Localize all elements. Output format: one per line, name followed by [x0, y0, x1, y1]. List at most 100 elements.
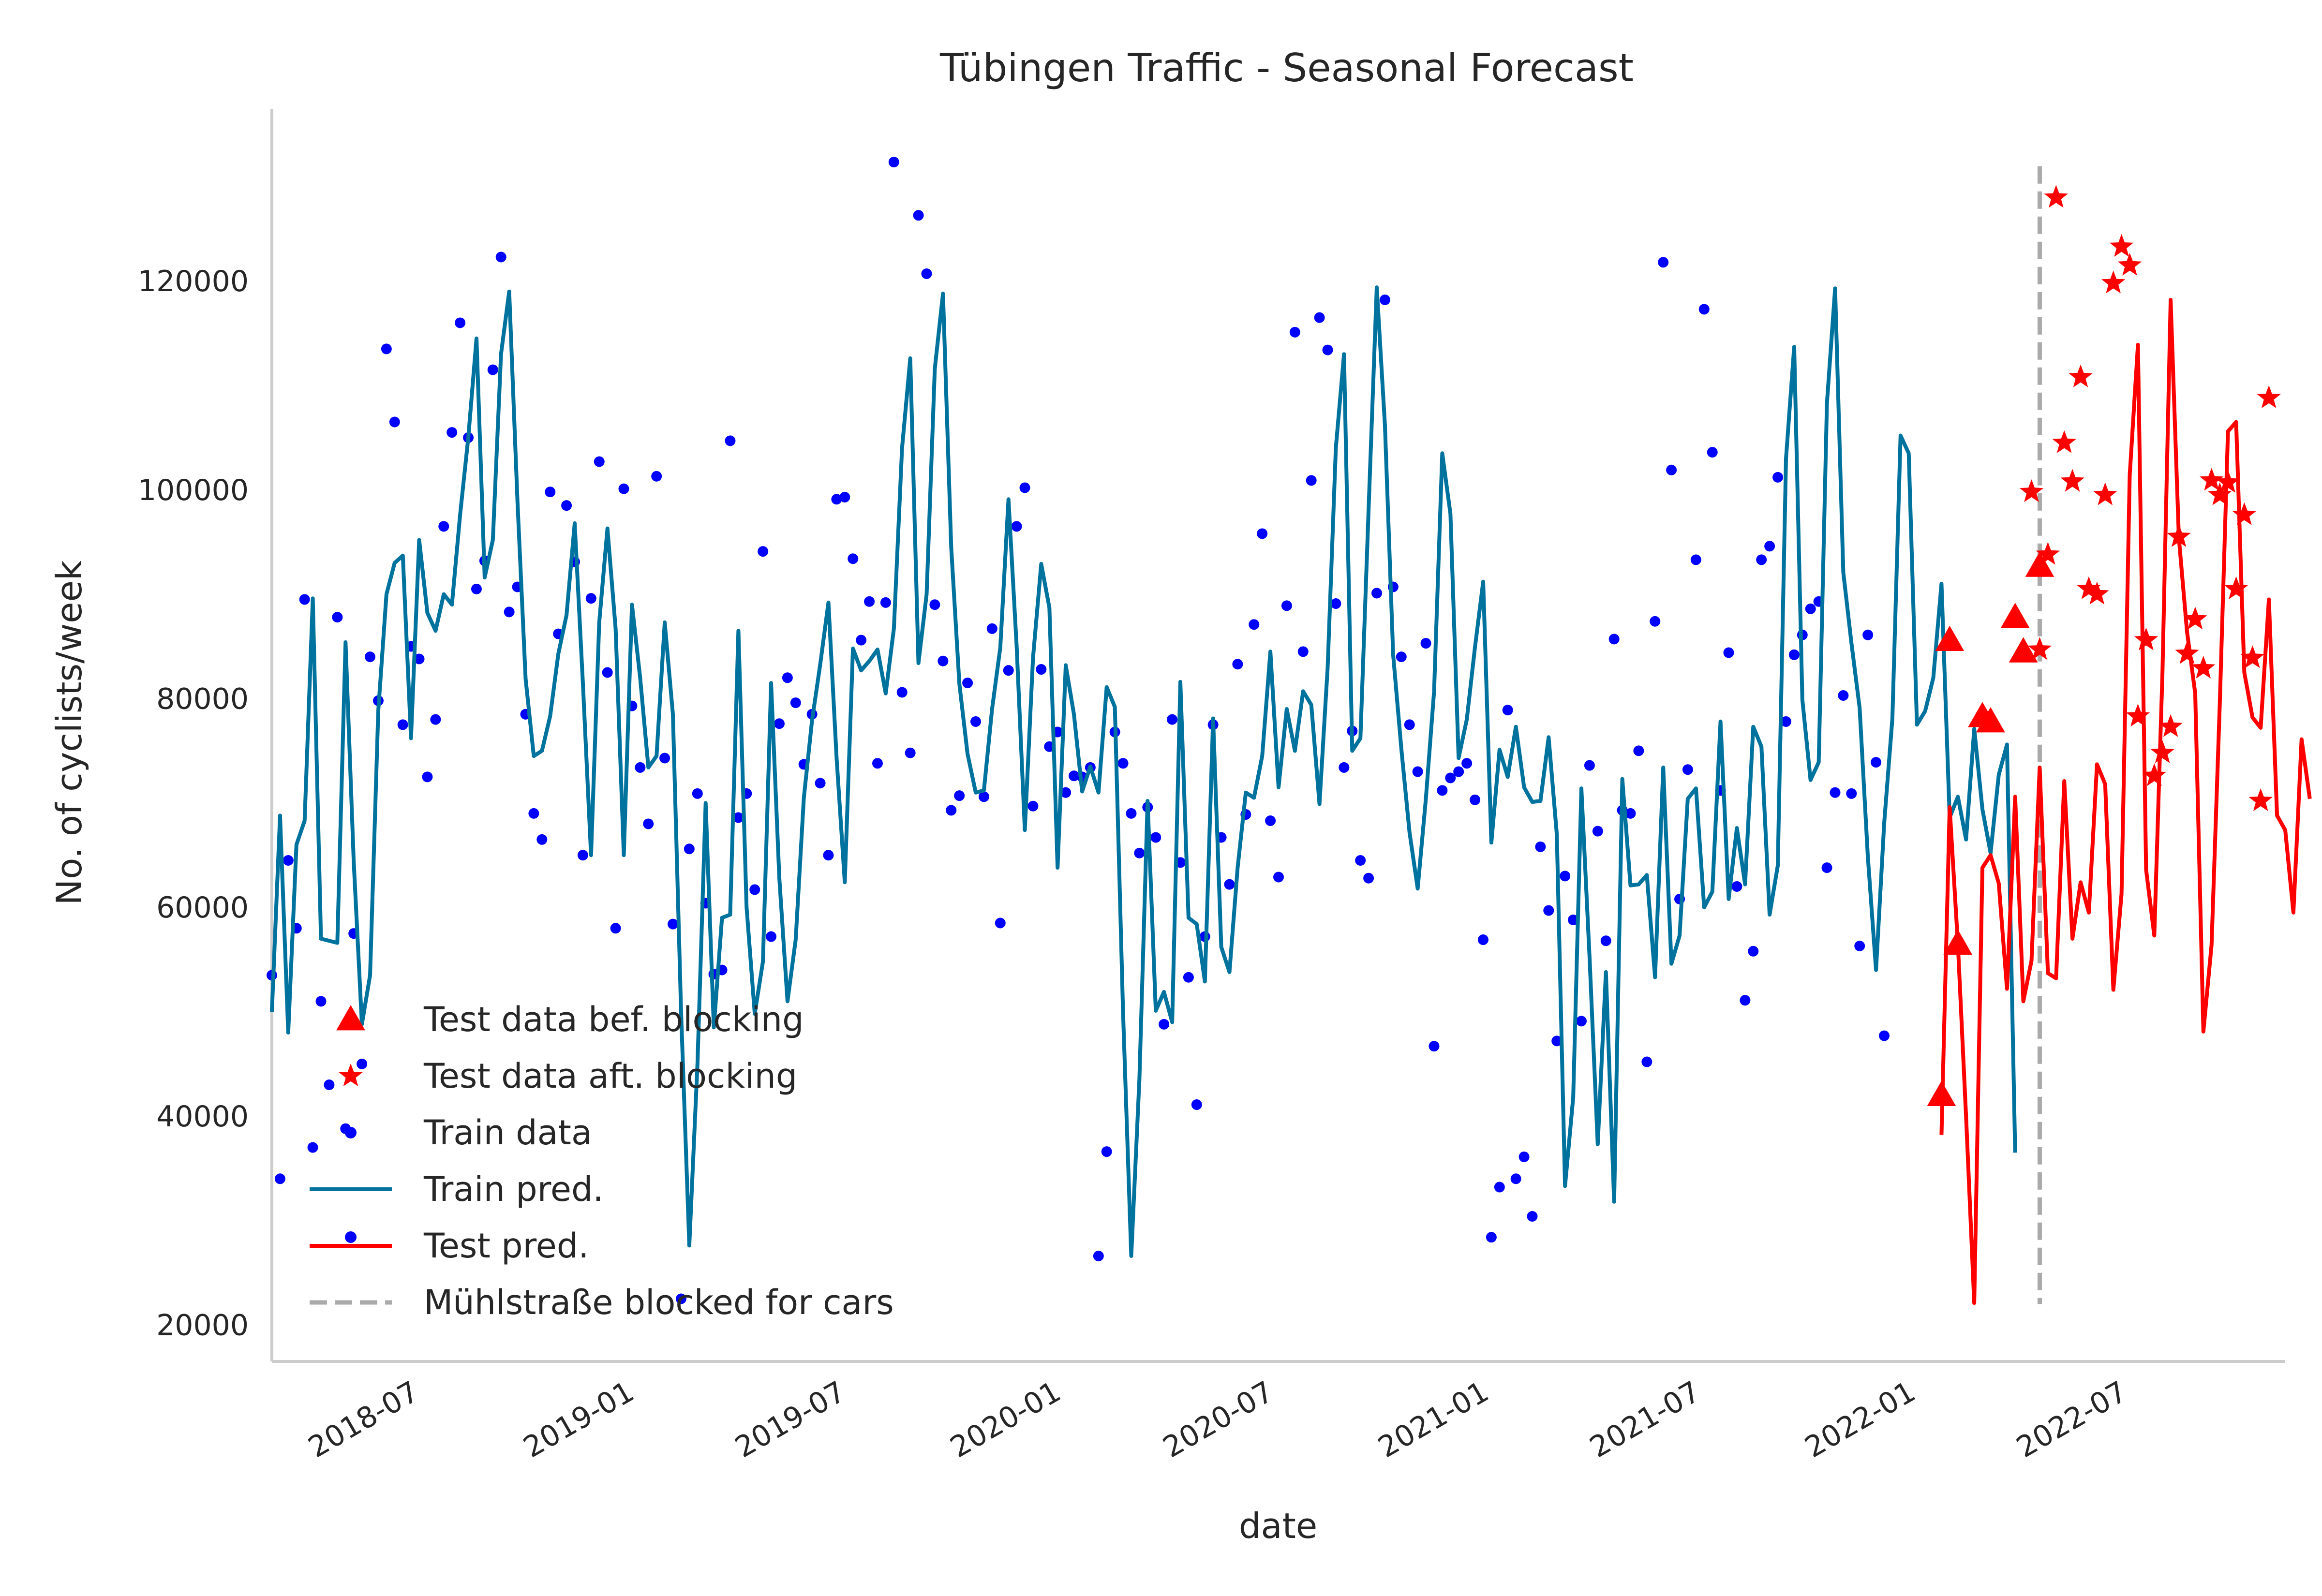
train-data-point — [536, 834, 548, 845]
train-data-point — [1281, 600, 1292, 611]
train-data-point — [1167, 714, 1178, 725]
train-data-point — [561, 500, 572, 511]
train-data-point — [986, 623, 997, 634]
train-data-point — [324, 1079, 335, 1091]
train-data-point — [414, 653, 425, 665]
train-data-point — [692, 788, 703, 799]
test-data-aft-blocking-point — [2175, 641, 2199, 664]
train-data-point — [471, 583, 482, 594]
train-data-point — [438, 521, 449, 532]
legend-item-vline-label: Mühlstraße blocked for cars — [424, 1283, 894, 1322]
test-data-aft-blocking-point — [2216, 470, 2240, 493]
train-data-point — [1437, 785, 1448, 796]
train-data-point — [585, 593, 596, 604]
x-tick-label: 2021-07 — [1584, 1374, 1706, 1464]
train-data-point — [1690, 554, 1701, 565]
y-tick-label: 60000 — [156, 891, 249, 925]
train-data-point — [659, 753, 670, 764]
train-data-point — [1159, 1019, 1170, 1030]
train-data-point — [365, 651, 376, 663]
train-data-point — [872, 758, 883, 769]
x-tick-label: 2022-01 — [1799, 1374, 1921, 1464]
train-data-point — [938, 655, 949, 666]
train-data-point — [1027, 800, 1039, 812]
test-data-aft-blocking-point — [2019, 479, 2044, 502]
test-data-aft-blocking-point — [2052, 430, 2076, 453]
train-data-point — [831, 494, 842, 505]
test-data-aft-blocking-point — [2240, 645, 2265, 668]
train-data-point — [1461, 758, 1473, 769]
train-data-point — [1404, 719, 1415, 730]
train-data-point — [766, 931, 777, 942]
train-data-point — [528, 808, 539, 819]
train-data-point — [274, 1173, 285, 1184]
train-data-point — [307, 1142, 318, 1153]
train-data-point — [643, 818, 654, 829]
test-data-aft-blocking-point — [2167, 524, 2191, 547]
train-data-point — [823, 850, 834, 861]
test-data-aft-blocking-point — [2232, 502, 2257, 525]
test-data-bef-blocking-point — [1935, 625, 1965, 651]
test-data-aft-blocking-point — [2117, 252, 2142, 276]
train-data-point — [913, 210, 924, 221]
train-data-point — [299, 594, 310, 605]
train-data-point — [430, 714, 441, 725]
test-data-bef-blocking-point — [1943, 929, 1973, 955]
legend-item-test-pred-label: Test pred. — [423, 1226, 589, 1266]
train-data-point — [1396, 651, 1407, 663]
train-data-point — [684, 843, 695, 855]
train-data-point — [1805, 603, 1816, 614]
y-tick-label: 120000 — [138, 265, 249, 298]
train-data-point — [929, 599, 940, 610]
test-data-bef-blocking-point — [2009, 637, 2038, 663]
train-data-point — [381, 343, 392, 355]
train-data-point — [774, 718, 785, 729]
train-data-point — [1470, 794, 1481, 805]
marks-group — [267, 157, 2312, 1305]
y-tick-label: 40000 — [156, 1100, 249, 1134]
train-data-point — [495, 251, 506, 263]
train-data-point — [668, 918, 679, 930]
train-data-point — [1069, 770, 1080, 782]
train-data-point — [618, 483, 629, 494]
train-data-point — [1600, 935, 1611, 946]
test-data-aft-blocking-point — [2183, 606, 2207, 630]
train-data-point — [1641, 1056, 1652, 1067]
y-tick-label: 100000 — [138, 473, 249, 507]
train-data-point — [1289, 326, 1300, 338]
test-data-aft-blocking-point — [2093, 482, 2117, 505]
train-data-point — [1003, 665, 1014, 676]
train-data-point — [545, 487, 556, 498]
train-data-point — [1592, 826, 1603, 837]
train-data-point — [978, 791, 989, 802]
x-axis-label: date — [1239, 1506, 1317, 1546]
train-data-point — [1788, 649, 1800, 660]
train-data-point — [790, 697, 801, 709]
train-data-point — [1862, 629, 1874, 640]
train-data-point — [1265, 815, 1276, 826]
train-data-point — [962, 678, 973, 689]
x-tick-label: 2019-07 — [729, 1374, 851, 1464]
train-data-point — [995, 917, 1006, 929]
train-data-point — [1314, 312, 1325, 323]
train-data-point — [594, 456, 605, 467]
legend-item-test-before-label: Test data bef. blocking — [423, 1000, 804, 1039]
train-data-point — [1584, 760, 1595, 771]
legend-item-train-pred-label: Train pred. — [423, 1169, 604, 1209]
train-data-point — [1543, 905, 1554, 916]
train-data-point — [1535, 841, 1546, 852]
train-data-point — [1191, 1099, 1202, 1110]
train-data-point — [856, 635, 867, 646]
test-data-aft-blocking-point — [2060, 469, 2084, 492]
legend-item-test-after-marker — [339, 1064, 363, 1086]
train-data-point — [946, 805, 957, 816]
train-data-point — [1330, 598, 1341, 609]
train-data-point — [1093, 1251, 1104, 1262]
test-data-bef-blocking-point — [2000, 603, 2030, 628]
test-data-aft-blocking-point — [2036, 542, 2060, 565]
train-data-point — [864, 596, 875, 607]
train-data-point — [1494, 1182, 1505, 1193]
train-data-point — [1576, 1016, 1587, 1027]
